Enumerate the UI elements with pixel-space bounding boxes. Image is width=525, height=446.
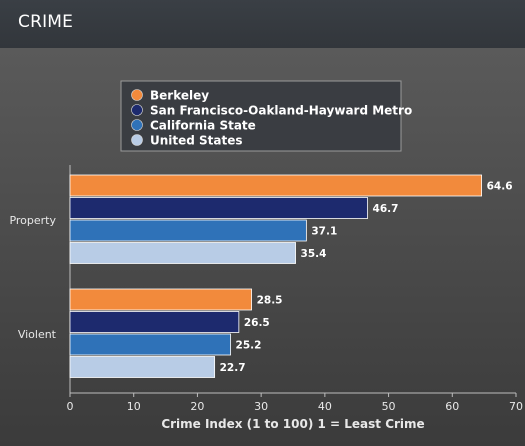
x-tick-label-50: 50: [382, 400, 396, 413]
x-tick-label-20: 20: [190, 400, 204, 413]
data-label-violent-california-state: 25.2: [236, 340, 262, 352]
x-axis-label: Crime Index (1 to 100) 1 = Least Crime: [161, 417, 424, 431]
legend-label-berkeley: Berkeley: [150, 89, 209, 103]
x-tick-label-40: 40: [318, 400, 332, 413]
bar-violent-san-francisco-oakland-hayward-metro: [69, 311, 240, 333]
legend-marker-san-francisco-oakland-hayward-metro: [131, 104, 143, 116]
bars: Property 64.6 46.7 37.1 35.4 Violent 28.5 26.5 2…: [9, 174, 513, 378]
bar-violent-berkeley: [69, 288, 252, 311]
bar-violent-united-states: [69, 356, 216, 378]
legend-marker-berkeley: [131, 89, 143, 101]
category-label-property: Property: [9, 214, 56, 227]
data-label-property-united-states: 35.4: [301, 248, 327, 260]
bar-property-san-francisco-oakland-hayward-metro: [69, 197, 368, 219]
page-title: CRIME: [18, 12, 74, 32]
x-tick-label-70: 70: [509, 400, 523, 413]
axes: 0 10 20 30 40 50 60 70 Crime Index (1 to 100) 1 …: [67, 165, 523, 431]
data-label-violent-berkeley: 28.5: [257, 295, 283, 307]
header-bar: CRIME: [0, 0, 525, 49]
legend-label-united-states: United States: [150, 134, 243, 148]
bar-property-berkeley: [69, 174, 482, 197]
x-tick-label-30: 30: [254, 400, 268, 413]
x-tick-label-0: 0: [67, 400, 74, 413]
bar-property-united-states: [69, 242, 296, 264]
data-label-property-berkeley: 64.6: [487, 181, 513, 193]
data-label-violent-san-francisco-oakland-hayward-metro: 26.5: [244, 317, 270, 329]
legend-marker-united-states: [131, 134, 143, 146]
legend-marker-california-state: [131, 119, 143, 131]
x-tick-label-60: 60: [445, 400, 459, 413]
x-tick-label-10: 10: [127, 400, 141, 413]
data-label-property-california-state: 37.1: [311, 226, 337, 238]
bar-property-california-state: [69, 219, 307, 242]
data-label-violent-united-states: 22.7: [220, 362, 246, 374]
bar-violent-california-state: [69, 333, 231, 356]
data-label-property-san-francisco-oakland-hayward-metro: 46.7: [373, 203, 399, 215]
category-label-violent: Violent: [18, 328, 57, 341]
legend-label-san-francisco-oakland-hayward-metro: San Francisco-Oakland-Hayward Metro: [150, 104, 412, 118]
legend-box: [120, 80, 402, 152]
legend-label-california-state: California State: [150, 119, 256, 133]
